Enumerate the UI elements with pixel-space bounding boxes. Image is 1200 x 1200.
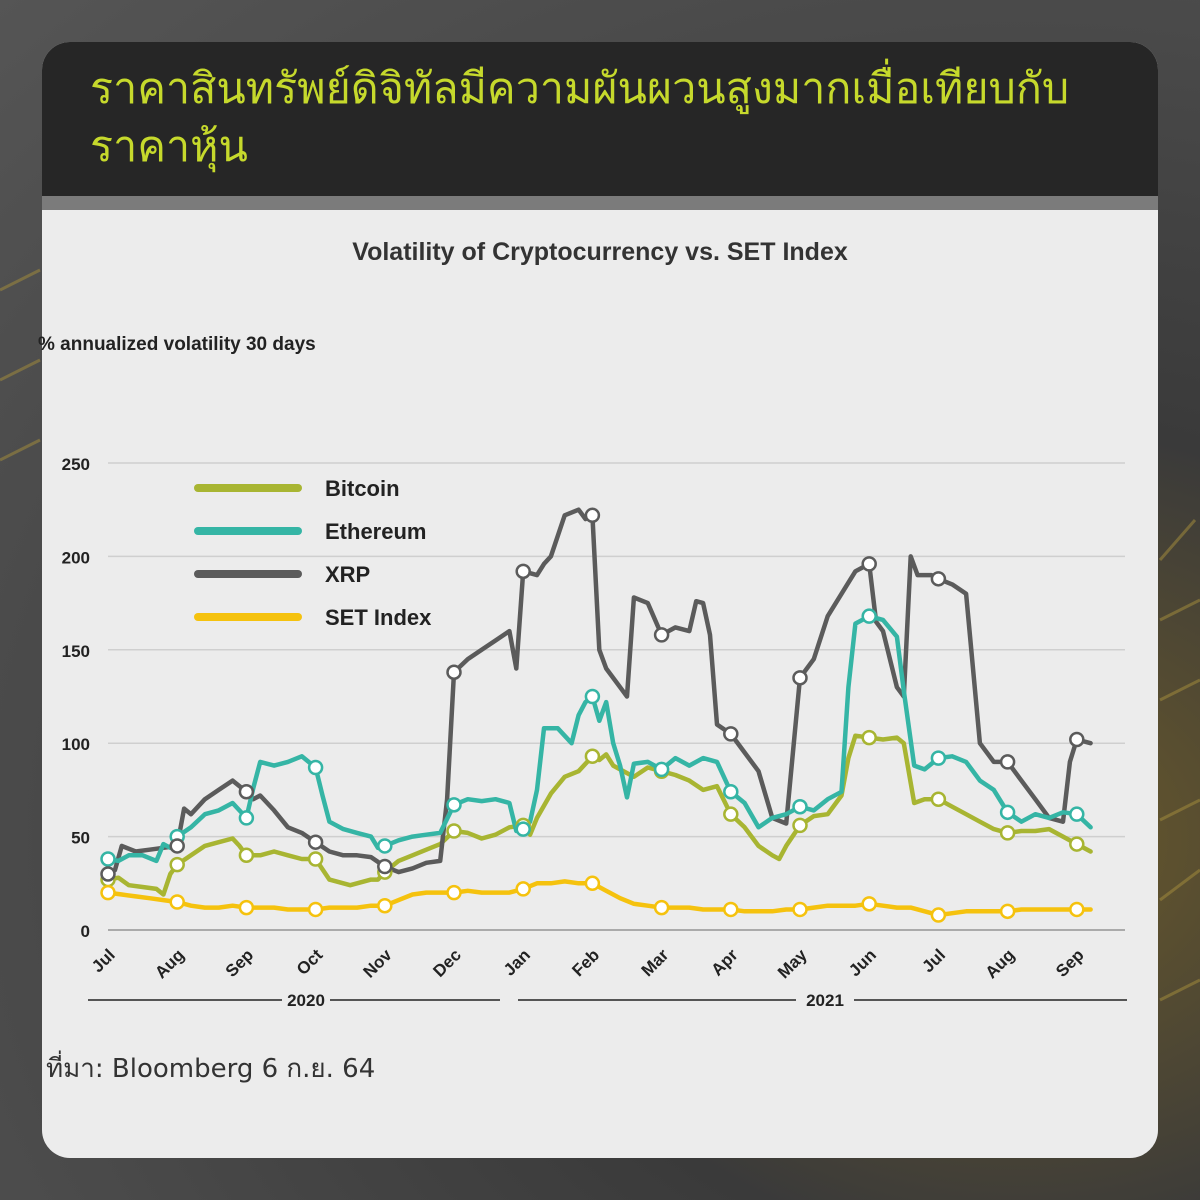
header-title: ราคาสินทรัพย์ดิจิทัลมีความผันผวนสูงมากเม…	[90, 64, 1070, 172]
y-axis-label: % annualized volatility 30 days	[38, 334, 316, 355]
chart-title: Volatility of Cryptocurrency vs. SET Ind…	[352, 238, 848, 266]
source-note: ที่มา: Bloomberg 6 ก.ย. 64	[46, 1054, 376, 1084]
header-divider	[42, 196, 1158, 210]
header-bar: ราคาสินทรัพย์ดิจิทัลมีความผันผวนสูงมากเม…	[42, 42, 1158, 196]
infographic-card: ราคาสินทรัพย์ดิจิทัลมีความผันผวนสูงมากเม…	[42, 42, 1158, 1158]
